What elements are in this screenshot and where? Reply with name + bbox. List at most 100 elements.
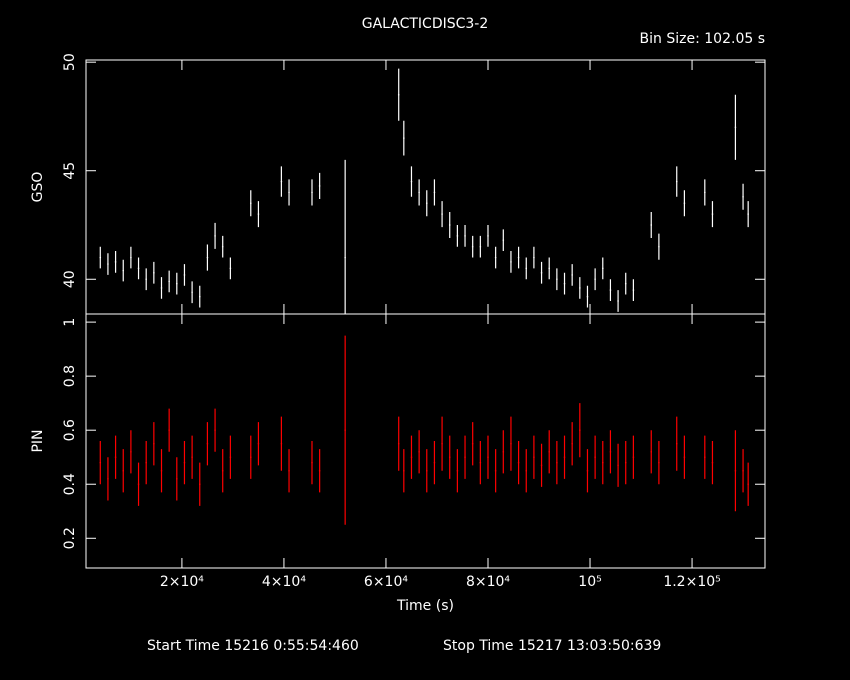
error-bar [609,279,612,301]
error-bar [487,435,489,479]
error-bar [199,285,201,308]
error-bar [487,224,489,247]
error-bar [160,449,163,493]
error-bar [107,457,109,501]
error-bar [556,441,558,485]
y-tick-label: 0.6 [62,419,78,441]
error-bar [650,211,652,239]
error-bar [586,449,589,493]
error-bar [510,416,512,471]
error-bar [579,403,581,458]
error-bar [494,449,497,493]
error-bar [168,270,170,293]
error-bar [502,229,505,252]
error-bar [99,441,102,485]
error-bar [410,435,413,479]
error-bar [288,179,290,206]
error-bar [471,235,474,258]
error-bar [675,166,678,197]
error-bar [168,408,170,452]
y-tick-label: 0.8 [62,365,78,387]
error-bar [418,179,420,206]
error-bar [137,257,140,280]
error-bar [206,244,209,271]
error-bar [464,224,466,247]
error-bar [114,251,117,273]
x-tick-label: 2×10⁴ [160,574,204,590]
error-bar [344,335,346,525]
error-bar [711,201,714,228]
error-bar [403,120,405,156]
error-bar [183,264,186,286]
y-tick-label: 45 [62,162,78,180]
error-bar [683,435,686,479]
error-bar [288,449,290,493]
error-bar [221,235,224,258]
error-bar [250,190,252,217]
error-bar [624,441,627,485]
error-bar [280,166,283,197]
error-bar [403,449,405,493]
error-bar [579,277,581,299]
error-bar [441,416,443,471]
error-bar [397,416,400,471]
error-bar [344,159,346,314]
error-bar [571,422,573,466]
error-bar [153,261,155,284]
error-bar [540,261,543,284]
error-bar [742,183,744,210]
error-bar [617,443,619,487]
x-tick-label: 4×10⁴ [262,574,306,590]
error-bar [122,259,124,282]
error-bar [229,435,232,479]
error-bar [471,422,474,466]
stop-time: Stop Time 15217 13:03:50:639 [443,638,661,654]
error-bar [397,68,400,121]
x-tick-label: 6×10⁴ [364,574,408,590]
error-bar [563,435,566,479]
error-bar [517,441,520,485]
error-bar [517,246,520,269]
error-bar [122,449,124,493]
error-bar [191,281,193,304]
error-bar [594,268,596,291]
error-bar [114,435,117,479]
error-bar [318,449,321,493]
error-bar [456,449,459,493]
error-bar [433,179,436,206]
error-bar [742,449,744,493]
error-bar [257,201,260,228]
y-tick-label: 0.4 [62,473,78,495]
x-tick-label: 8×10⁴ [466,574,510,590]
error-bar [563,272,566,295]
error-bar [540,443,543,487]
y-tick-label: 50 [62,53,78,71]
error-bar [734,94,737,160]
error-bar [176,272,178,295]
plot-frame [85,313,766,569]
error-bar [426,449,428,493]
error-bar [311,441,313,485]
x-axis-label: Time (s) [396,598,454,614]
error-bar [99,246,102,269]
error-bar [734,430,737,512]
error-bar [711,441,714,485]
error-bar [183,441,186,485]
error-bar [548,430,550,474]
error-bar [456,224,459,247]
error-bar [525,257,528,280]
error-bar [632,279,635,301]
error-bar [650,430,652,474]
error-bar [318,172,321,199]
error-bar [548,257,550,280]
error-bar [191,435,193,479]
y-tick-label: 40 [62,270,78,288]
error-bar [214,408,216,452]
y-tick-label: 1 [62,318,78,327]
error-bar [137,462,140,506]
error-bar [571,264,573,286]
error-bar [658,233,660,260]
error-bar [410,166,413,197]
y-axis-label: GSO [30,172,46,203]
